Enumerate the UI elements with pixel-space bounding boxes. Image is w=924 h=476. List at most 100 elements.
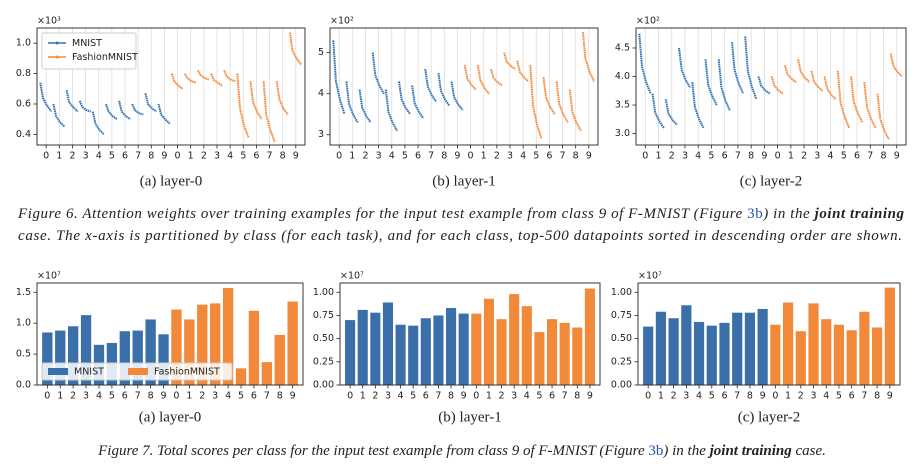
- x-tick-label: 3: [683, 391, 689, 402]
- x-tick-label: 0: [642, 151, 648, 162]
- x-tick-label: 7: [135, 151, 141, 162]
- x-tick-label: 6: [721, 391, 727, 402]
- x-tick-label: 6: [722, 151, 728, 162]
- bar: [483, 298, 494, 385]
- y-tick-label: 0.5: [16, 349, 31, 360]
- x-tick-label: 2: [499, 391, 505, 402]
- bar: [884, 287, 895, 385]
- y-tick-label: 0.4: [16, 129, 31, 140]
- bar: [382, 302, 394, 385]
- x-tick-label: 8: [148, 151, 154, 162]
- x-tick-label: 8: [747, 391, 753, 402]
- x-tick-label: 8: [880, 151, 886, 162]
- x-tick-label: 3: [810, 391, 816, 402]
- y-tick-label: 1.0: [16, 318, 31, 329]
- subfigure-caption: (a) layer-0: [140, 173, 203, 189]
- x-tick-label: 9: [161, 151, 167, 162]
- x-tick-label: 9: [761, 151, 767, 162]
- x-tick-label: 3: [511, 391, 517, 402]
- x-tick-label: 0: [468, 151, 474, 162]
- y-tick-label: 3: [318, 129, 324, 140]
- bar: [521, 306, 532, 385]
- series-line: [638, 33, 771, 129]
- bar: [261, 362, 273, 385]
- x-tick-label: 7: [562, 391, 568, 402]
- x-tick-label: 0: [645, 391, 651, 402]
- x-tick-label: 8: [280, 151, 286, 162]
- bar: [171, 309, 182, 385]
- bar: [395, 324, 406, 385]
- y-offset-label: ×10²: [330, 16, 354, 27]
- legend-label: MNIST: [74, 367, 104, 378]
- bar: [770, 324, 781, 385]
- legend-label: FashionMNIST: [72, 52, 138, 63]
- x-tick-label: 1: [360, 391, 366, 402]
- legend-swatch: [128, 368, 148, 375]
- x-tick-label: 5: [536, 391, 542, 402]
- x-tick-label: 4: [225, 391, 231, 402]
- y-tick-label: 3.5: [615, 100, 630, 111]
- bar: [795, 331, 806, 385]
- x-tick-label: 2: [70, 391, 76, 402]
- bar: [546, 319, 558, 385]
- x-tick-label: 3: [83, 391, 89, 402]
- x-tick-label: 2: [669, 151, 675, 162]
- bar: [782, 302, 794, 385]
- x-tick-label: 8: [748, 151, 754, 162]
- x-tick-label: 4: [96, 391, 102, 402]
- x-tick-label: 4: [695, 151, 701, 162]
- x-tick-label: 9: [586, 151, 592, 162]
- x-tick-label: 0: [772, 391, 778, 402]
- subfigure-caption: (b) layer-1: [432, 173, 495, 189]
- series-line: [770, 53, 903, 140]
- legend-marker: [55, 55, 59, 59]
- caption-text: Figure 6. Attention weights over trainin…: [17, 206, 747, 222]
- figure-ref[interactable]: 3b: [747, 206, 763, 222]
- y-tick-label: 0.50: [611, 333, 632, 344]
- x-tick-label: 7: [135, 391, 141, 402]
- x-tick-label: 5: [109, 391, 115, 402]
- y-tick-label: 0.0: [16, 380, 31, 391]
- axes-frame: [36, 282, 304, 386]
- x-tick-label: 0: [775, 151, 781, 162]
- bar: [559, 322, 570, 385]
- x-tick-label: 3: [212, 391, 218, 402]
- y-tick-label: 0.00: [313, 380, 334, 391]
- y-tick-label: 0.75: [313, 310, 334, 321]
- y-tick-label: 0.00: [611, 380, 632, 391]
- caption-text: Figure 7. Total scores per class for the…: [97, 443, 648, 459]
- bar: [145, 319, 156, 385]
- legend: MNIST FashionMNIST: [41, 32, 138, 70]
- x-tick-label: 3: [814, 151, 820, 162]
- x-tick-label: 5: [709, 391, 715, 402]
- bar: [719, 322, 730, 385]
- x-tick-label: 1: [788, 151, 794, 162]
- y-tick-label: 0.25: [313, 356, 334, 367]
- bar: [509, 294, 520, 385]
- bar: [572, 327, 583, 385]
- x-tick-label: 2: [201, 151, 207, 162]
- bar: [655, 311, 666, 385]
- x-tick-label: 5: [402, 151, 408, 162]
- x-tick-label: 0: [173, 391, 179, 402]
- x-tick-label: 5: [708, 151, 714, 162]
- bar: [757, 308, 768, 385]
- axes-frame: [339, 282, 601, 386]
- axes-frame: [329, 27, 599, 146]
- bar: [287, 301, 298, 385]
- y-tick-label: 1.5: [16, 287, 31, 298]
- x-tick-label: 8: [277, 391, 283, 402]
- bar: [872, 327, 883, 385]
- x-tick-label: 9: [161, 391, 167, 402]
- x-tick-label: 6: [253, 151, 259, 162]
- figure-ref[interactable]: 3b: [648, 443, 663, 459]
- x-tick-label: 2: [362, 151, 368, 162]
- bar: [408, 325, 419, 385]
- legend-label: MNIST: [72, 38, 102, 49]
- series-line: [170, 32, 302, 143]
- x-tick-label: 2: [372, 391, 378, 402]
